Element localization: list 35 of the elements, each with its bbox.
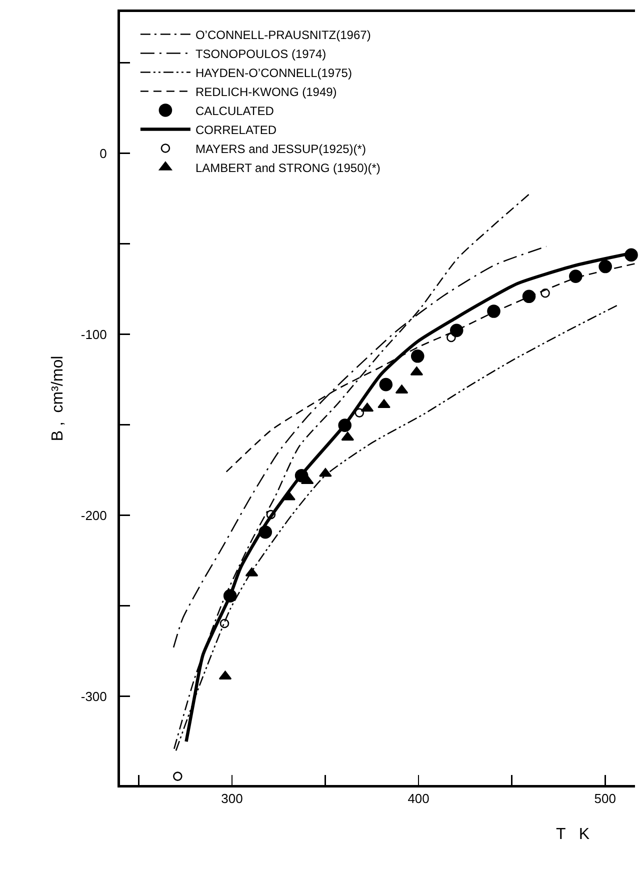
point bbox=[341, 432, 354, 441]
legend-label: TSONOPOULOS (1974) bbox=[195, 46, 326, 61]
point bbox=[446, 332, 456, 342]
legend-label: CALCULATED bbox=[195, 104, 274, 118]
point bbox=[360, 402, 374, 412]
legend-label: REDLICH-KWONG (1949) bbox=[195, 84, 337, 99]
point bbox=[410, 349, 424, 363]
x-tick-label: 500 bbox=[594, 791, 616, 806]
x-axis-title: T K bbox=[556, 826, 590, 843]
x-tick-label: 400 bbox=[408, 791, 430, 806]
y-tick-label: -200 bbox=[80, 508, 107, 523]
legend-label: MAYERS and JESSUP(1925)(*) bbox=[195, 142, 366, 156]
y-tick-label: -100 bbox=[80, 326, 107, 342]
y-tick-label: 0 bbox=[100, 146, 107, 161]
legend-label: LAMBERT and STRONG (1950)(*) bbox=[195, 160, 380, 175]
legend-label: CORRELATED bbox=[195, 122, 277, 137]
point bbox=[266, 510, 276, 520]
point bbox=[300, 475, 314, 484]
point bbox=[598, 260, 612, 274]
legend-label: O’CONNELL-PRAUSNITZ(1967) bbox=[195, 28, 371, 42]
y-axis-title: B , cm³/mol bbox=[50, 356, 67, 442]
point bbox=[540, 288, 550, 298]
point bbox=[450, 324, 464, 338]
point bbox=[354, 408, 364, 418]
point bbox=[218, 670, 232, 680]
legend-label: HAYDEN-O’CONNELL(1975) bbox=[195, 66, 352, 80]
point bbox=[319, 468, 332, 477]
point bbox=[569, 270, 582, 283]
point bbox=[522, 290, 536, 304]
point bbox=[220, 618, 230, 628]
point bbox=[173, 772, 182, 781]
point bbox=[487, 304, 500, 318]
point bbox=[379, 378, 393, 392]
y-tick-label: -300 bbox=[80, 688, 107, 704]
x-tick-label: 300 bbox=[221, 791, 243, 806]
